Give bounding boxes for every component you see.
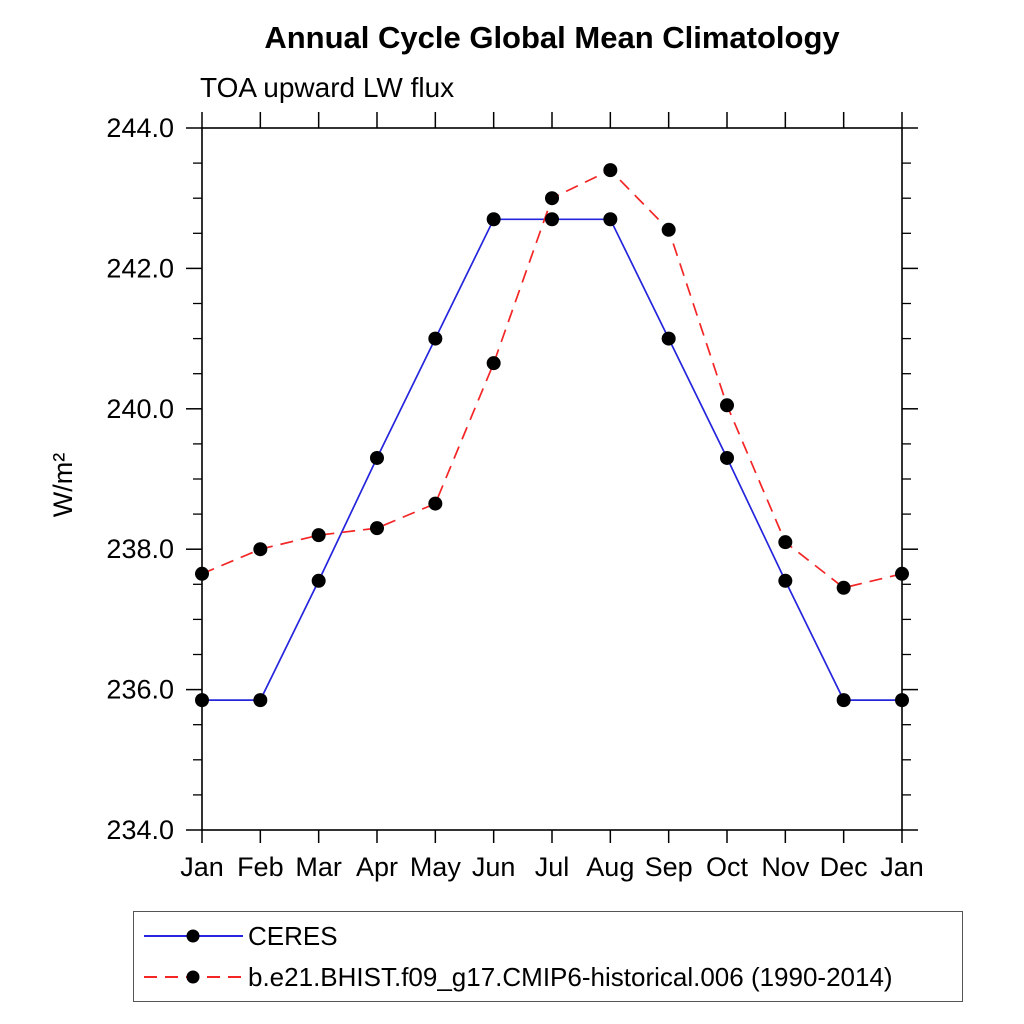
data-point-0	[486, 212, 501, 227]
x-tick-label: Oct	[706, 852, 749, 882]
data-point-0	[603, 212, 618, 227]
data-point-0	[661, 331, 676, 346]
series-line-1	[201, 169, 903, 589]
data-point-1	[545, 191, 559, 206]
legend-row-model: b.e21.BHIST.f09_g17.CMIP6-historical.006…	[134, 957, 962, 998]
data-point-1	[428, 496, 443, 511]
x-tick-label: Nov	[761, 852, 810, 882]
legend-label-ceres: CERES	[248, 920, 338, 951]
data-point-0	[895, 693, 909, 708]
data-point-1	[895, 566, 909, 581]
legend-line-sample-model	[144, 970, 243, 984]
legend-row-ceres: CERES	[134, 916, 962, 957]
y-tick-label: 240.0	[106, 394, 174, 424]
x-tick-label: May	[410, 852, 462, 882]
legend-line-sample-ceres	[144, 929, 243, 943]
data-point-1	[311, 528, 326, 543]
x-tick-label: Dec	[820, 852, 868, 882]
data-point-0	[370, 450, 384, 465]
x-tick-label: Apr	[356, 852, 398, 882]
data-point-0	[253, 693, 268, 708]
data-point-0	[778, 573, 793, 588]
legend-label-model: b.e21.BHIST.f09_g17.CMIP6-historical.006…	[248, 961, 893, 992]
legend-box: CERES b.e21.BHIST.f09_g17.CMIP6-historic…	[133, 911, 963, 1002]
data-point-1	[195, 566, 209, 581]
data-point-0	[311, 573, 326, 588]
data-point-0	[836, 693, 851, 708]
x-tick-label: Feb	[237, 852, 284, 882]
data-point-1	[720, 398, 734, 413]
data-point-1	[836, 580, 851, 595]
x-tick-label: Jun	[472, 852, 516, 882]
data-point-1	[778, 535, 793, 550]
data-point-1	[603, 163, 618, 178]
plot-frame	[201, 127, 903, 831]
data-point-1	[486, 356, 501, 371]
y-tick-label: 234.0	[106, 815, 174, 845]
series-line-0	[202, 218, 902, 701]
y-tick-label: 236.0	[106, 675, 174, 705]
data-point-0	[195, 693, 209, 708]
x-tick-label: Aug	[586, 852, 634, 882]
chart-subtitle: TOA upward LW flux	[200, 72, 455, 103]
y-tick-label: 238.0	[106, 534, 174, 564]
data-point-1	[370, 521, 384, 536]
x-tick-label: Mar	[295, 852, 342, 882]
x-tick-label: Sep	[645, 852, 693, 882]
x-tick-label: Jan	[180, 852, 224, 882]
data-point-1	[661, 222, 676, 237]
data-point-0	[545, 212, 559, 227]
chart-title: Annual Cycle Global Mean Climatology	[264, 20, 840, 55]
data-point-0	[428, 331, 443, 346]
y-tick-label: 242.0	[106, 253, 174, 283]
x-tick-label: Jul	[535, 852, 570, 882]
data-point-0	[720, 450, 734, 465]
y-tick-label: 244.0	[106, 113, 174, 143]
data-point-1	[253, 542, 268, 557]
x-tick-label: Jan	[880, 852, 924, 882]
